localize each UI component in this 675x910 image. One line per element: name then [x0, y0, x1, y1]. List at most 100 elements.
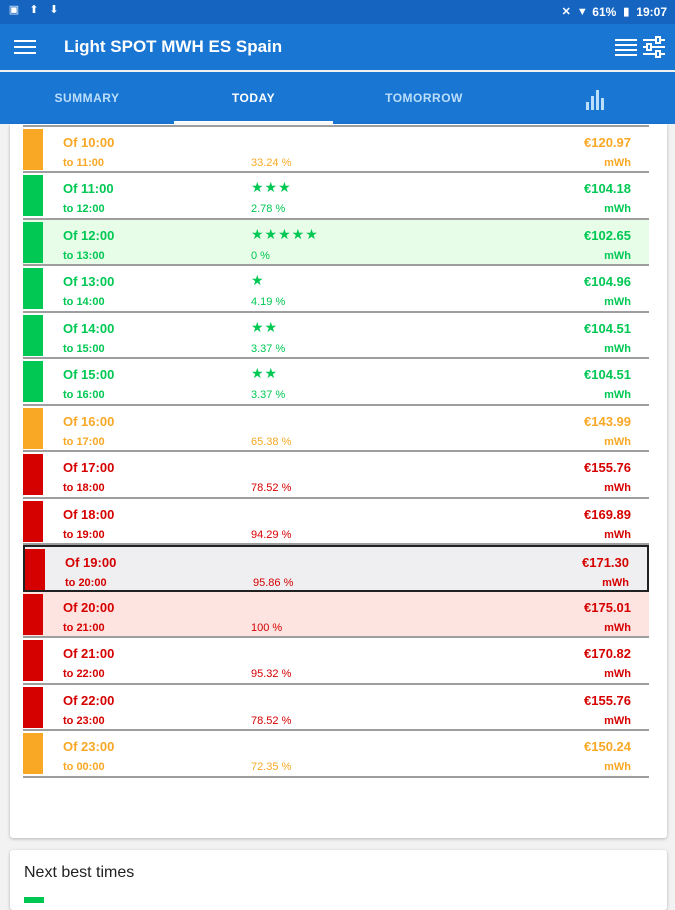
- price-level-bar: [23, 314, 43, 356]
- star-rating: ★★★★★: [251, 225, 319, 242]
- price-level-bar: [23, 268, 43, 309]
- to-time: to 14:00: [63, 296, 105, 308]
- hour-row[interactable]: Of 17:00 to 18:00 78.52 % €155.76 mWh: [23, 452, 649, 499]
- price-percent: 78.52 %: [251, 714, 292, 727]
- upload-icon: ⬆: [29, 4, 39, 16]
- to-time: to 00:00: [63, 761, 105, 773]
- price-value: €170.82: [584, 646, 631, 661]
- to-time: to 11:00: [63, 156, 104, 169]
- from-time: Of 15:00: [63, 367, 115, 382]
- to-time: to 13:00: [63, 249, 105, 262]
- price-level-bar: [23, 593, 43, 635]
- price-level-bar: [23, 407, 43, 449]
- app-bar: Light SPOT MWH ES Spain: [0, 24, 675, 70]
- hour-row[interactable]: Of 23:00 to 00:00 72.35 % €150.24 mWh: [23, 731, 649, 778]
- price-level-bar: [23, 361, 43, 402]
- to-time: to 15:00: [63, 342, 105, 355]
- to-time: to 19:00: [63, 528, 105, 541]
- price-level-bar: [23, 640, 43, 681]
- to-time: to 16:00: [63, 389, 105, 401]
- hour-row[interactable]: Of 21:00 to 22:00 95.32 % €170.82 mWh: [23, 638, 649, 685]
- hour-row[interactable]: Of 15:00 to 16:00 ★★ 3.37 % €104.51 mWh: [23, 359, 649, 406]
- price-unit: mWh: [604, 761, 631, 773]
- wifi-icon: ▼: [576, 6, 588, 18]
- price-value: €104.51: [584, 367, 631, 382]
- to-time: to 22:00: [63, 668, 105, 680]
- next-best-times-card: Next best times: [10, 850, 667, 910]
- price-percent: 2.78 %: [251, 203, 286, 215]
- price-percent: 65.38 %: [251, 435, 292, 448]
- hour-row[interactable]: Of 10:00 to 11:00 33.24 % €120.97 mWh: [23, 127, 649, 173]
- price-unit: mWh: [604, 342, 631, 355]
- clock: 19:07: [636, 5, 667, 19]
- filter-settings-icon[interactable]: [641, 34, 667, 60]
- from-time: Of 17:00: [63, 460, 115, 475]
- price-percent: 78.52 %: [251, 482, 292, 494]
- price-value: €104.51: [584, 320, 631, 336]
- battery-icon: ▮: [623, 6, 630, 18]
- price-level-bar: [23, 454, 43, 495]
- price-unit: mWh: [602, 577, 629, 589]
- hour-row[interactable]: Of 14:00 to 15:00 ★★ 3.37 % €104.51 mWh: [23, 313, 649, 359]
- price-unit: mWh: [604, 621, 631, 634]
- price-percent: 72.35 %: [251, 761, 292, 773]
- next-best-times-title: Next best times: [24, 864, 135, 881]
- from-time: Of 16:00: [63, 413, 115, 429]
- price-value: €102.65: [584, 227, 631, 243]
- price-percent: 4.19 %: [251, 296, 286, 308]
- from-time: Of 18:00: [63, 506, 115, 522]
- hour-row[interactable]: Of 12:00 to 13:00 ★★★★★ 0 % €102.65 mWh: [23, 219, 649, 266]
- tab-summary[interactable]: SUMMARY: [54, 91, 120, 105]
- from-time: Of 20:00: [63, 599, 115, 615]
- price-unit: mWh: [604, 714, 631, 727]
- menu-icon[interactable]: [14, 36, 36, 58]
- image-icon: ▣: [8, 4, 20, 16]
- price-unit: mWh: [604, 296, 631, 308]
- from-time: Of 23:00: [63, 739, 115, 754]
- from-time: Of 10:00: [63, 134, 115, 150]
- price-unit: mWh: [604, 203, 631, 215]
- price-value: €155.76: [584, 692, 631, 708]
- list-view-icon[interactable]: [615, 36, 637, 58]
- price-level-bar: [23, 128, 43, 170]
- tab-tomorrow[interactable]: TOMORROW: [385, 91, 463, 105]
- hour-row[interactable]: Of 19:00 to 20:00 95.86 % €171.30 mWh: [23, 545, 649, 592]
- price-value: €175.01: [584, 599, 631, 615]
- tab-chart[interactable]: [515, 72, 675, 124]
- from-time: Of 19:00: [65, 555, 117, 570]
- price-unit: mWh: [604, 156, 631, 169]
- price-value: €150.24: [584, 739, 631, 754]
- tab-today[interactable]: TODAY: [174, 72, 333, 124]
- bar-chart-icon: [586, 89, 604, 110]
- hour-row[interactable]: Of 13:00 to 14:00 ★ 4.19 % €104.96 mWh: [23, 266, 649, 313]
- status-bar: ▣ ⬆ ⬇ ✕ ▼ 61% ▮ 19:07: [0, 0, 675, 24]
- price-percent: 95.86 %: [253, 577, 294, 589]
- star-rating: ★★★: [251, 179, 292, 195]
- mute-icon: ✕: [561, 6, 571, 18]
- price-percent: 95.32 %: [251, 668, 292, 680]
- price-level-bar: [23, 175, 43, 216]
- star-rating: ★★: [251, 365, 279, 381]
- price-percent: 0 %: [251, 249, 270, 262]
- to-time: to 17:00: [63, 435, 105, 448]
- price-level-bar: [23, 733, 43, 774]
- hour-row[interactable]: Of 20:00 to 21:00 100 % €175.01 mWh: [23, 591, 649, 638]
- price-value: €104.96: [584, 274, 631, 289]
- price-value: €155.76: [584, 460, 631, 475]
- hour-row[interactable]: Of 16:00 to 17:00 65.38 % €143.99 mWh: [23, 406, 649, 452]
- price-unit: mWh: [604, 528, 631, 541]
- price-unit: mWh: [604, 435, 631, 448]
- price-percent: 94.29 %: [251, 528, 292, 541]
- hour-row[interactable]: Of 11:00 to 12:00 ★★★ 2.78 % €104.18 mWh: [23, 173, 649, 220]
- price-value: €171.30: [582, 555, 629, 570]
- price-level-bar: [25, 549, 45, 590]
- from-time: Of 22:00: [63, 692, 115, 708]
- hour-row[interactable]: Of 18:00 to 19:00 94.29 % €169.89 mWh: [23, 499, 649, 545]
- price-value: €143.99: [584, 413, 631, 429]
- star-rating: ★★: [251, 318, 279, 335]
- tab-bar: SUMMARY TODAY TOMORROW: [0, 72, 675, 124]
- next-best-indicator: [24, 897, 44, 903]
- hour-row[interactable]: Of 22:00 to 23:00 78.52 % €155.76 mWh: [23, 685, 649, 731]
